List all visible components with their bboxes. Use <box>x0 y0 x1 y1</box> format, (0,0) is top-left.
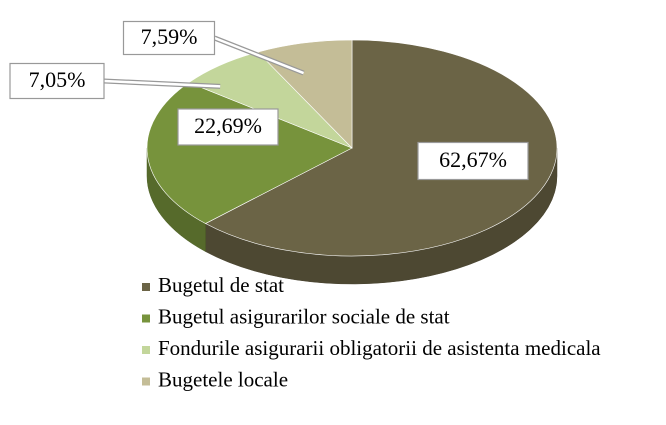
label-box <box>417 141 529 181</box>
slice <box>204 39 558 257</box>
legend-swatch <box>142 283 150 291</box>
legend-label: Bugetul de stat <box>158 273 284 297</box>
legend-swatch <box>142 314 150 323</box>
data-label: 22,69% <box>194 113 262 138</box>
leader-line <box>103 79 221 88</box>
data-label: 62,67% <box>439 147 507 172</box>
leader-line <box>214 36 305 75</box>
label-box <box>177 108 279 146</box>
label-box <box>9 62 105 100</box>
legend-swatch <box>142 377 150 386</box>
legend-label: Fondurile asigurarii obligatorii de asis… <box>158 336 601 360</box>
data-label: 7,05% <box>29 67 86 92</box>
legend-swatch <box>142 346 150 354</box>
legend: Bugetul de stat Bugetul asigurarilor soci… <box>142 273 601 391</box>
data-label: 7,59% <box>141 24 198 49</box>
label-box <box>122 20 216 56</box>
legend-label: Bugetele locale <box>158 367 288 391</box>
data-labels: 62,67% 22,69% 7,05% 7,59% <box>9 20 529 181</box>
legend-label: Bugetul asigurarilor sociale de stat <box>158 304 450 328</box>
